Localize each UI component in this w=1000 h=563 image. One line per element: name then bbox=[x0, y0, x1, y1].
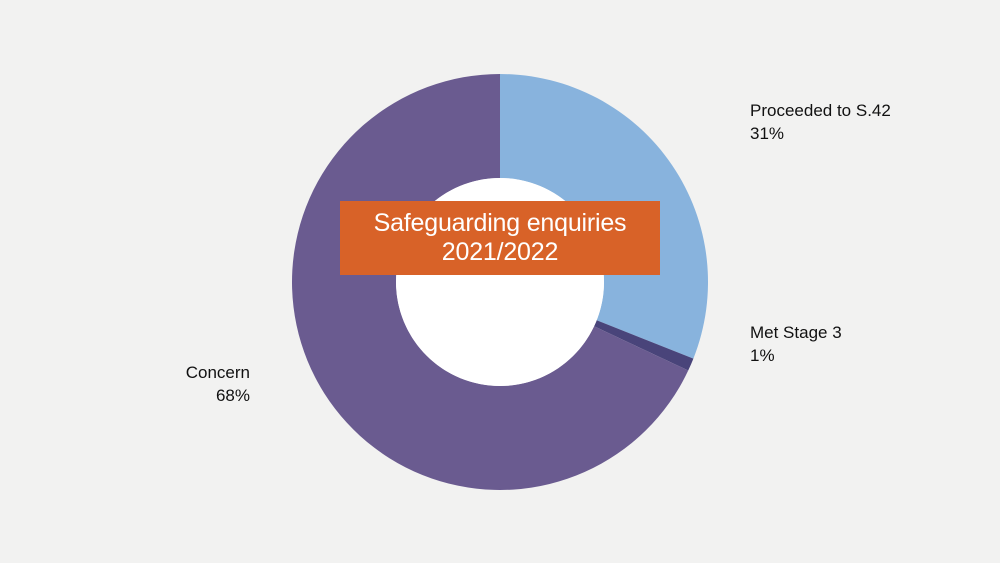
slice-label-2: Concern 68% bbox=[186, 362, 250, 408]
slice-label-0-name: Proceeded to S.42 bbox=[750, 100, 891, 123]
chart-title-box: Safeguarding enquiries 2021/2022 bbox=[340, 201, 660, 275]
donut-chart bbox=[292, 74, 708, 490]
chart-title-line2: 2021/2022 bbox=[442, 238, 558, 267]
chart-title-line1: Safeguarding enquiries bbox=[374, 209, 627, 238]
slice-label-2-pct: 68% bbox=[186, 385, 250, 408]
slice-label-1-name: Met Stage 3 bbox=[750, 322, 842, 345]
chart-canvas: Safeguarding enquiries 2021/2022 Proceed… bbox=[0, 0, 1000, 563]
slice-label-2-name: Concern bbox=[186, 362, 250, 385]
slice-label-0-pct: 31% bbox=[750, 123, 891, 146]
slice-label-1-pct: 1% bbox=[750, 345, 842, 368]
donut-svg bbox=[292, 74, 708, 490]
slice-label-0: Proceeded to S.42 31% bbox=[750, 100, 891, 146]
slice-label-1: Met Stage 3 1% bbox=[750, 322, 842, 368]
